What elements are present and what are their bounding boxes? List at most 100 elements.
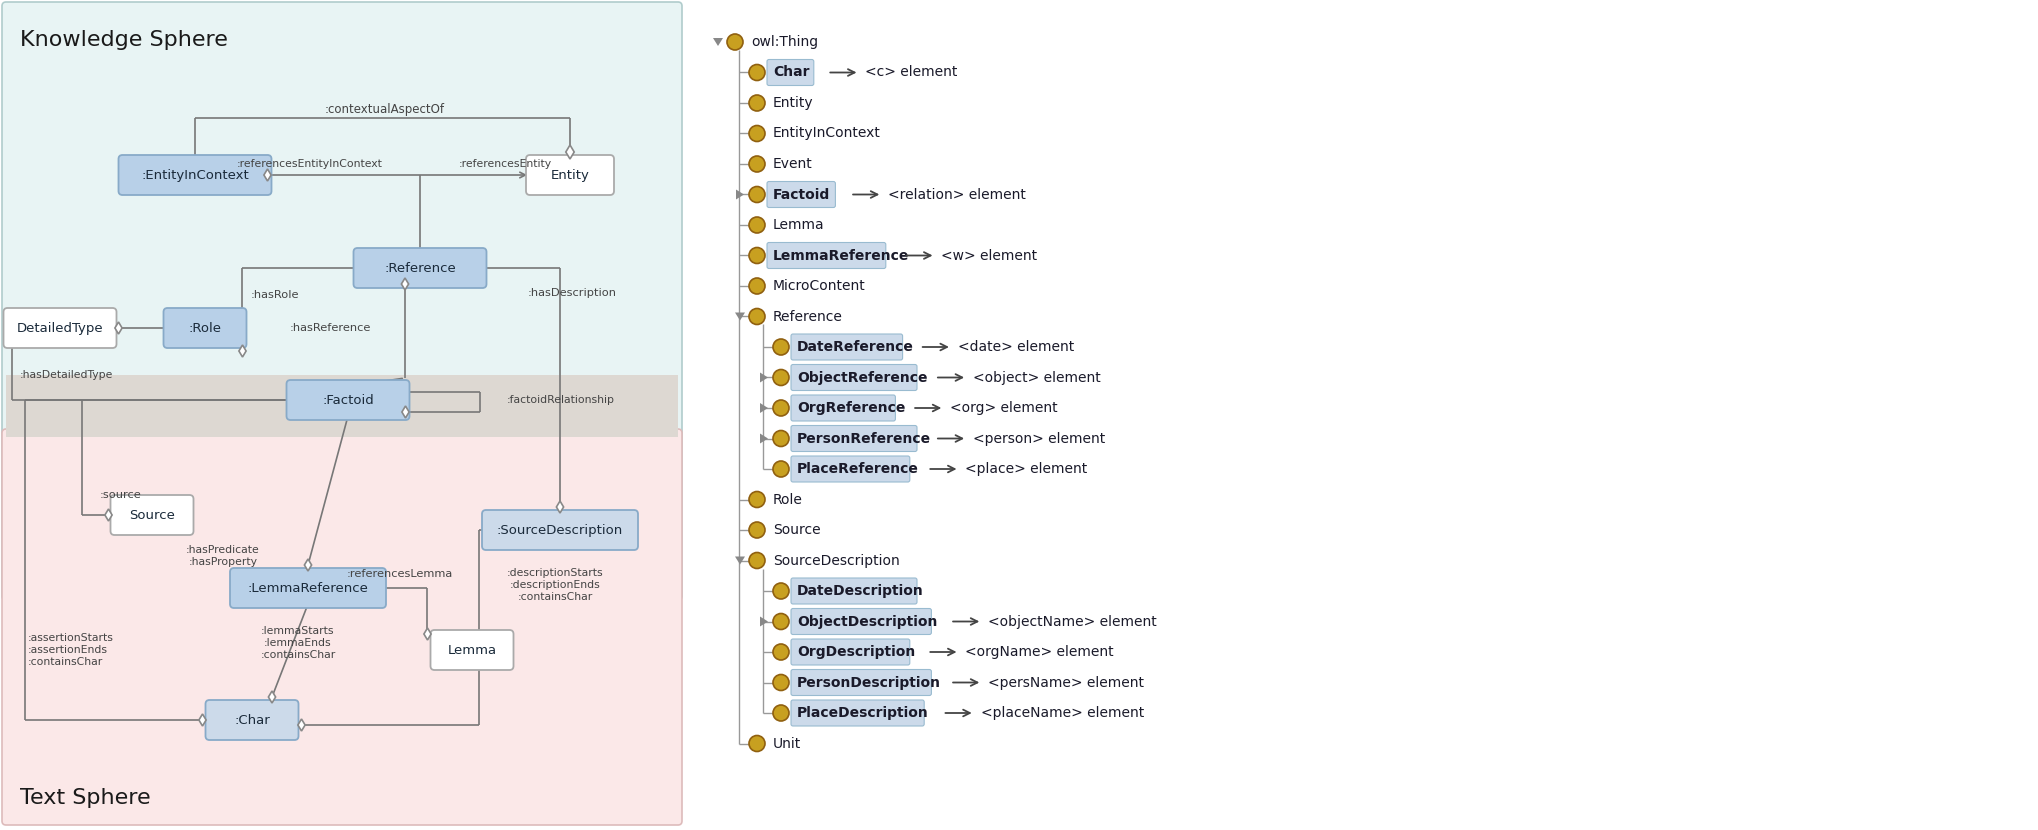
Text: :hasPredicate
:hasProperty: :hasPredicate :hasProperty [185, 545, 261, 567]
Text: <objectName> element: <objectName> element [988, 614, 1158, 628]
FancyBboxPatch shape [766, 242, 887, 268]
Text: MicroContent: MicroContent [772, 279, 866, 293]
Circle shape [750, 278, 764, 294]
Text: ObjectReference: ObjectReference [797, 370, 927, 384]
FancyBboxPatch shape [483, 510, 638, 550]
Polygon shape [424, 628, 432, 640]
Text: <place> element: <place> element [966, 462, 1088, 476]
Text: :factoidRelationship: :factoidRelationship [507, 395, 615, 405]
FancyBboxPatch shape [791, 426, 917, 452]
Polygon shape [556, 501, 565, 513]
Polygon shape [269, 691, 275, 703]
Text: ObjectDescription: ObjectDescription [797, 614, 937, 628]
Circle shape [772, 675, 789, 691]
Text: SourceDescription: SourceDescription [772, 554, 899, 568]
Polygon shape [401, 278, 408, 290]
FancyBboxPatch shape [766, 182, 836, 208]
Text: <relation> element: <relation> element [889, 188, 1025, 202]
FancyBboxPatch shape [791, 364, 917, 390]
FancyBboxPatch shape [791, 578, 917, 604]
FancyBboxPatch shape [791, 456, 909, 482]
Circle shape [750, 735, 764, 751]
Circle shape [750, 553, 764, 569]
FancyBboxPatch shape [4, 308, 116, 348]
Text: Factoid: Factoid [772, 188, 829, 202]
Polygon shape [263, 169, 271, 181]
Text: owl:Thing: owl:Thing [750, 35, 817, 49]
Text: Source: Source [772, 523, 821, 537]
Circle shape [750, 491, 764, 507]
Text: :referencesLemma: :referencesLemma [346, 569, 452, 579]
Text: :SourceDescription: :SourceDescription [497, 524, 624, 536]
Text: Source: Source [128, 509, 175, 521]
Polygon shape [760, 403, 768, 413]
Text: :hasReference: :hasReference [289, 323, 371, 333]
Text: Event: Event [772, 157, 813, 171]
Circle shape [750, 95, 764, 111]
FancyBboxPatch shape [791, 670, 931, 696]
Text: :hasDetailedType: :hasDetailedType [20, 370, 114, 380]
Polygon shape [401, 406, 410, 418]
Polygon shape [114, 322, 122, 334]
Text: Knowledge Sphere: Knowledge Sphere [20, 30, 228, 50]
Text: Entity: Entity [550, 168, 589, 182]
FancyBboxPatch shape [206, 700, 298, 740]
FancyBboxPatch shape [526, 155, 613, 195]
Text: Role: Role [772, 492, 803, 506]
FancyBboxPatch shape [791, 700, 923, 726]
Text: Lemma: Lemma [448, 643, 497, 657]
Text: :contextualAspectOf: :contextualAspectOf [324, 104, 444, 116]
FancyBboxPatch shape [791, 639, 909, 665]
Polygon shape [298, 719, 306, 731]
FancyBboxPatch shape [791, 608, 931, 634]
Text: EntityInContext: EntityInContext [772, 126, 880, 140]
Text: PersonReference: PersonReference [797, 432, 931, 446]
Text: :Role: :Role [187, 321, 222, 334]
Text: <w> element: <w> element [942, 248, 1037, 262]
FancyBboxPatch shape [430, 630, 514, 670]
Text: Reference: Reference [772, 310, 844, 324]
FancyBboxPatch shape [791, 334, 903, 360]
Circle shape [772, 583, 789, 599]
Text: <placeName> element: <placeName> element [980, 706, 1143, 720]
Text: Lemma: Lemma [772, 218, 825, 232]
Circle shape [750, 187, 764, 203]
FancyBboxPatch shape [791, 395, 895, 421]
FancyBboxPatch shape [230, 568, 385, 608]
Polygon shape [304, 559, 312, 571]
Bar [6, 375, 679, 437]
Text: PlaceReference: PlaceReference [797, 462, 919, 476]
Text: LemmaReference: LemmaReference [772, 248, 909, 262]
Circle shape [772, 431, 789, 447]
Polygon shape [760, 617, 768, 627]
Circle shape [750, 156, 764, 172]
Text: :LemmaReference: :LemmaReference [247, 582, 369, 594]
Polygon shape [567, 145, 575, 159]
Text: OrgDescription: OrgDescription [797, 645, 915, 659]
Polygon shape [713, 38, 723, 46]
Text: Char: Char [772, 66, 809, 80]
Polygon shape [238, 345, 247, 357]
Circle shape [750, 65, 764, 81]
Text: :referencesEntity: :referencesEntity [459, 159, 552, 169]
Polygon shape [736, 313, 746, 320]
Circle shape [750, 247, 764, 263]
Text: :hasDescription: :hasDescription [528, 288, 618, 298]
Polygon shape [760, 373, 768, 383]
Text: :descriptionStarts
:descriptionEnds
:containsChar: :descriptionStarts :descriptionEnds :con… [507, 569, 603, 602]
FancyBboxPatch shape [110, 495, 194, 535]
Circle shape [772, 461, 789, 477]
Polygon shape [736, 556, 746, 564]
Circle shape [772, 613, 789, 629]
Text: OrgReference: OrgReference [797, 401, 905, 415]
Text: :EntityInContext: :EntityInContext [141, 168, 249, 182]
Text: PersonDescription: PersonDescription [797, 676, 942, 690]
Circle shape [772, 400, 789, 416]
Text: :lemmaStarts
:lemmaEnds
:containsChar: :lemmaStarts :lemmaEnds :containsChar [261, 627, 336, 660]
Text: DetailedType: DetailedType [16, 321, 104, 334]
Circle shape [772, 644, 789, 660]
Polygon shape [200, 714, 206, 726]
FancyBboxPatch shape [163, 308, 247, 348]
Text: :assertionStarts
:assertionEnds
:containsChar: :assertionStarts :assertionEnds :contain… [29, 633, 114, 666]
Text: PlaceDescription: PlaceDescription [797, 706, 929, 720]
